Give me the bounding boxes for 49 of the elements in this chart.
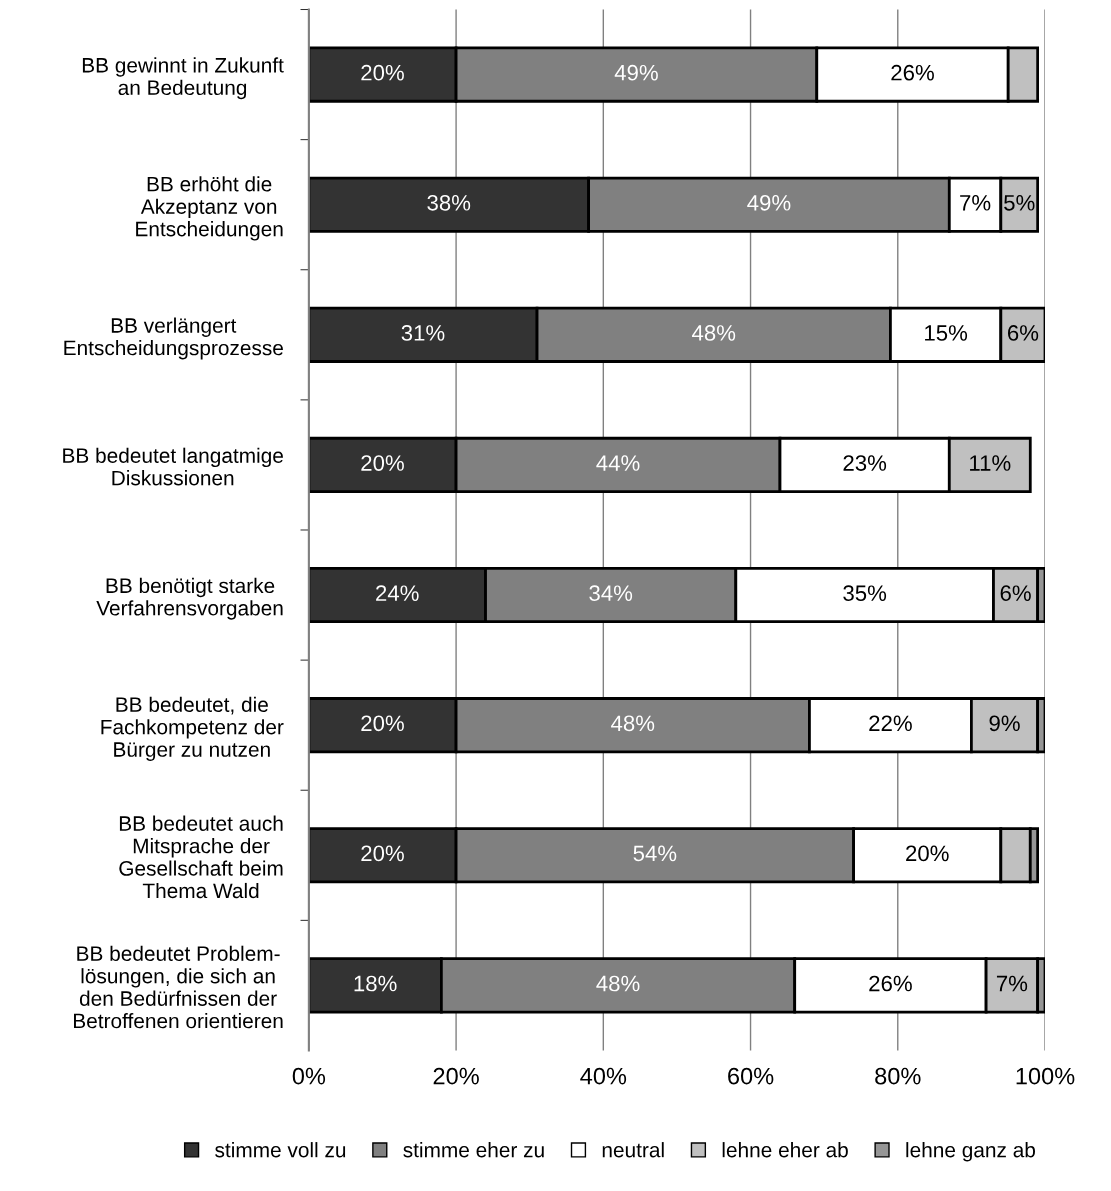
data-label: 7%	[996, 975, 1028, 992]
legend-label: lehne eher ab	[722, 1142, 848, 1158]
data-label: 20%	[361, 715, 404, 732]
data-label: 11%	[970, 455, 1011, 471]
x-tick-label: 0%	[292, 1067, 326, 1085]
data-label: 6%	[1000, 585, 1031, 602]
data-label: 31%	[401, 325, 445, 341]
data-label: 26%	[891, 64, 934, 81]
x-tick-label: 20%	[433, 1067, 479, 1085]
data-label: 5%	[1004, 195, 1035, 211]
y-tick-label: BB bedeutet auch Mitsprache der Gesellschaft beim Thema Wald	[119, 815, 283, 899]
y-tick-label: BB verlängert Entscheidungsprozesse	[64, 317, 283, 360]
data-label: 6%	[1007, 325, 1039, 341]
data-label: 7%	[960, 195, 991, 211]
data-label: 49%	[747, 194, 791, 211]
data-label: 24%	[376, 585, 419, 601]
data-label: 15%	[925, 325, 968, 341]
data-label: 22%	[869, 715, 912, 732]
y-tick-label: BB bedeutet Problem- lösungen, die sich an den Bedürfnissen der Betroffenen orientieren	[74, 945, 283, 1029]
x-tick-label: 40%	[580, 1067, 627, 1085]
y-tick-label: BB bedeutet langatmige Diskussionen	[63, 447, 283, 486]
y-tick-label: BB bedeutet, die Fachkompetenz der Bürger zu nutzen	[101, 696, 284, 761]
data-label: 49%	[614, 64, 658, 81]
data-label: 48%	[692, 325, 736, 341]
y-tick-label: BB erhöht die Akzeptanz von Entscheidungen	[136, 176, 283, 241]
x-tick-label: 80%	[875, 1067, 921, 1085]
data-label: 54%	[633, 845, 677, 862]
data-label: 44%	[596, 455, 640, 471]
x-tick-label: 100%	[1016, 1067, 1075, 1085]
legend-label: stimme eher zu	[403, 1142, 544, 1158]
legend-label: neutral	[602, 1142, 664, 1158]
legend-label: stimme voll zu	[215, 1142, 346, 1158]
x-tick-label: 60%	[728, 1067, 774, 1085]
data-label: 38%	[427, 194, 471, 211]
data-label: 18%	[354, 975, 397, 992]
data-label: 20%	[361, 845, 404, 862]
data-label: 23%	[843, 455, 887, 471]
data-label: 35%	[843, 585, 887, 602]
y-tick-label: BB benötigt starke Verfahrensvorgaben	[96, 577, 283, 620]
legend-label: lehne ganz ab	[906, 1142, 1036, 1162]
data-label: 20%	[906, 845, 949, 862]
data-label: 20%	[361, 64, 404, 81]
data-label: 48%	[596, 975, 640, 992]
data-label: 26%	[869, 975, 912, 992]
data-label: 20%	[361, 455, 404, 471]
data-label: 48%	[611, 715, 655, 732]
y-tick-label: BB gewinnt in Zukunft an Bedeutung	[82, 57, 284, 100]
data-label: 9%	[989, 715, 1020, 732]
data-label: 34%	[589, 585, 633, 602]
